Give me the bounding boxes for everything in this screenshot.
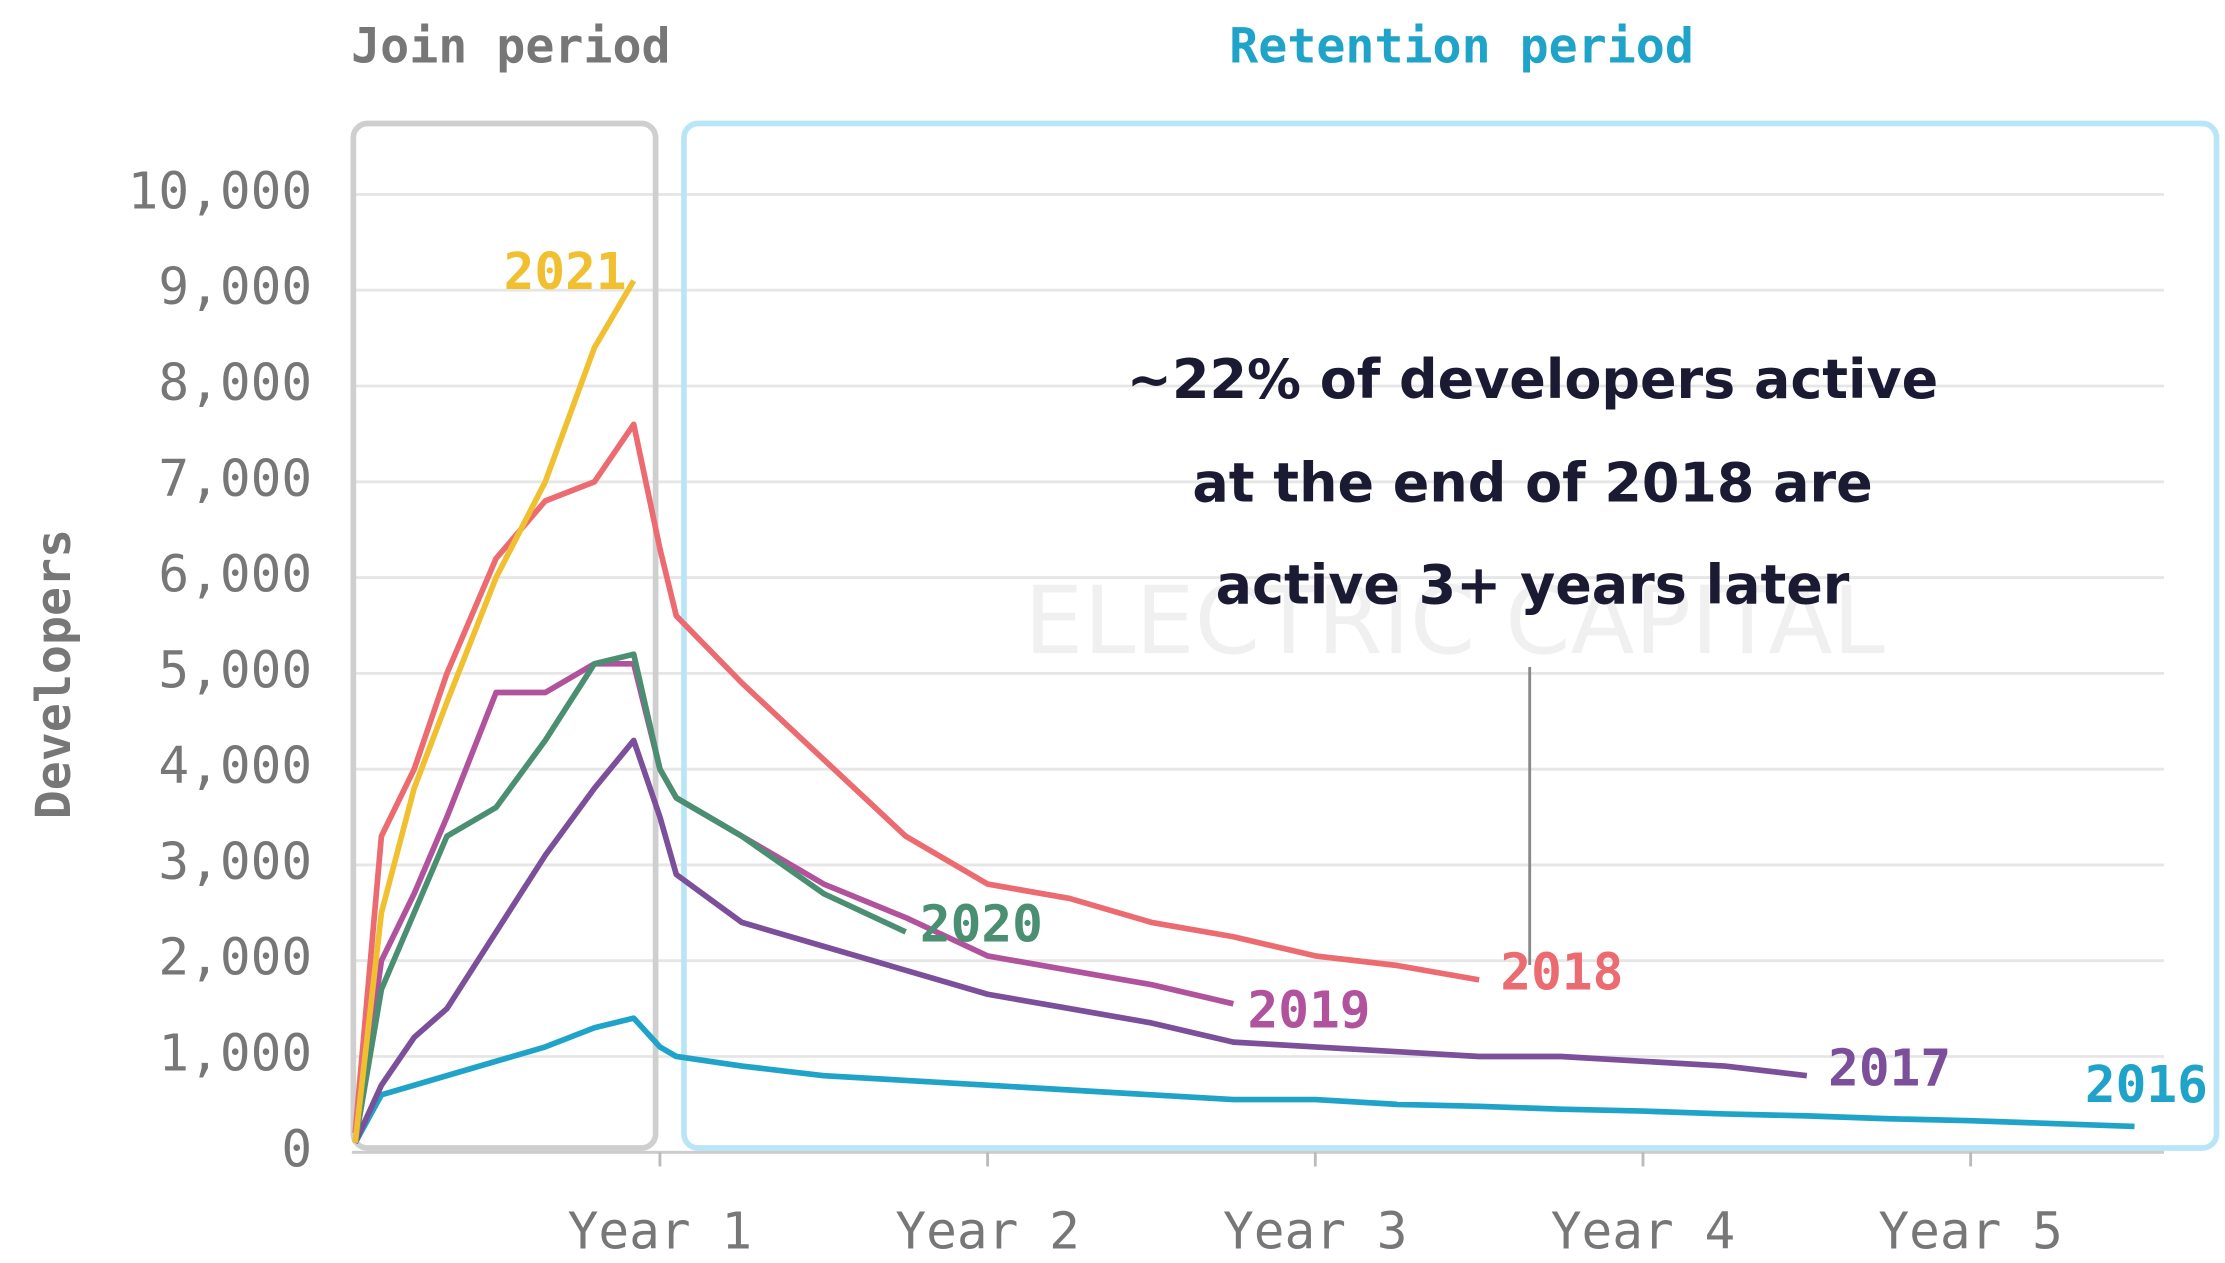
- y-tick-label: 1,000: [158, 1024, 312, 1083]
- y-tick-label: 8,000: [158, 354, 312, 413]
- x-tick-label: Year 4: [1551, 1203, 1736, 1262]
- annotation: active 3+ years later: [1216, 554, 1850, 617]
- header: Retention period: [1229, 19, 1694, 75]
- watermark: ELECTRIC CAPITAL: [1024, 567, 1885, 676]
- series-line: [352, 737, 1808, 1144]
- y-tick-label: 5,000: [158, 641, 312, 700]
- annotation: ~22% of developers active: [1127, 348, 1938, 411]
- series-line: [352, 651, 907, 1144]
- series-line: [352, 279, 637, 1144]
- series-label: 2017: [1828, 1039, 1951, 1098]
- series-label: 2018: [1500, 944, 1623, 1003]
- series-line: [352, 421, 1480, 1134]
- join-box: [350, 120, 659, 1151]
- series-label: 2016: [2085, 1056, 2208, 1115]
- x-tick-label: Year 1: [568, 1203, 753, 1262]
- x-tick-label: Year 3: [1223, 1203, 1408, 1262]
- retention-box: [681, 120, 2220, 1151]
- series-line: [352, 1015, 2135, 1145]
- y-tick-label: 9,000: [158, 258, 312, 317]
- series-label: 2020: [920, 896, 1043, 955]
- annotation: at the end of 2018 are: [1192, 451, 1872, 514]
- series-label: 2021: [504, 243, 627, 302]
- x-tick-label: Year 2: [895, 1203, 1080, 1262]
- y-tick-label: 0: [281, 1120, 312, 1179]
- y-tick-label: 7,000: [158, 450, 312, 509]
- y-axis-label: Developers: [26, 529, 82, 819]
- x-tick-label: Year 5: [1878, 1203, 2063, 1262]
- series-label: 2019: [1248, 982, 1371, 1041]
- y-tick-label: 3,000: [158, 833, 312, 892]
- y-tick-label: 4,000: [158, 737, 312, 796]
- y-tick-label: 2,000: [158, 929, 312, 988]
- y-tick-label: 10,000: [128, 162, 313, 221]
- y-tick-label: 6,000: [158, 546, 312, 605]
- header: Join period: [351, 19, 670, 75]
